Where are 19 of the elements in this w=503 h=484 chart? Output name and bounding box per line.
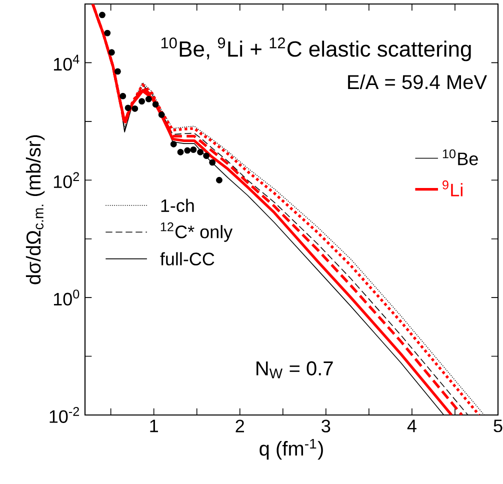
x-tick-label: 4 xyxy=(407,420,416,432)
annotation: $^{12}$C* only xyxy=(160,222,233,242)
legend-label: $^{9}$Li xyxy=(442,180,462,196)
x-tick-label: 5 xyxy=(494,420,502,432)
text: $^{10}$Be, $^{9}$Li + $^{12}$C elastic scattering xyxy=(161,37,471,62)
annotation: E/A = 59.4 MeV xyxy=(348,74,487,90)
y-tick-label: 10$^{-2}$ xyxy=(50,407,79,423)
annotation: full-CC xyxy=(160,252,214,266)
x-tick-label: 1 xyxy=(150,420,158,432)
y-tick-label: 10$^{2}$ xyxy=(54,172,79,188)
annotation: 1-ch xyxy=(161,198,194,212)
annotation: N$_{W}$ = 0.7 xyxy=(256,361,333,378)
x-axis-title: q (fm$^{-1}$) xyxy=(260,438,323,460)
y-tick-label: 10$^{0}$ xyxy=(54,290,80,306)
legend-label: $^{10}$Be xyxy=(442,149,478,166)
x-tick-label: 2 xyxy=(236,420,244,432)
x-tick-label: 3 xyxy=(322,420,330,432)
y-tick-label: 10$^{4}$ xyxy=(54,54,80,71)
y-axis-title: dσ/dΩ$_{c.m.}$ (mb/sr) xyxy=(26,135,45,284)
